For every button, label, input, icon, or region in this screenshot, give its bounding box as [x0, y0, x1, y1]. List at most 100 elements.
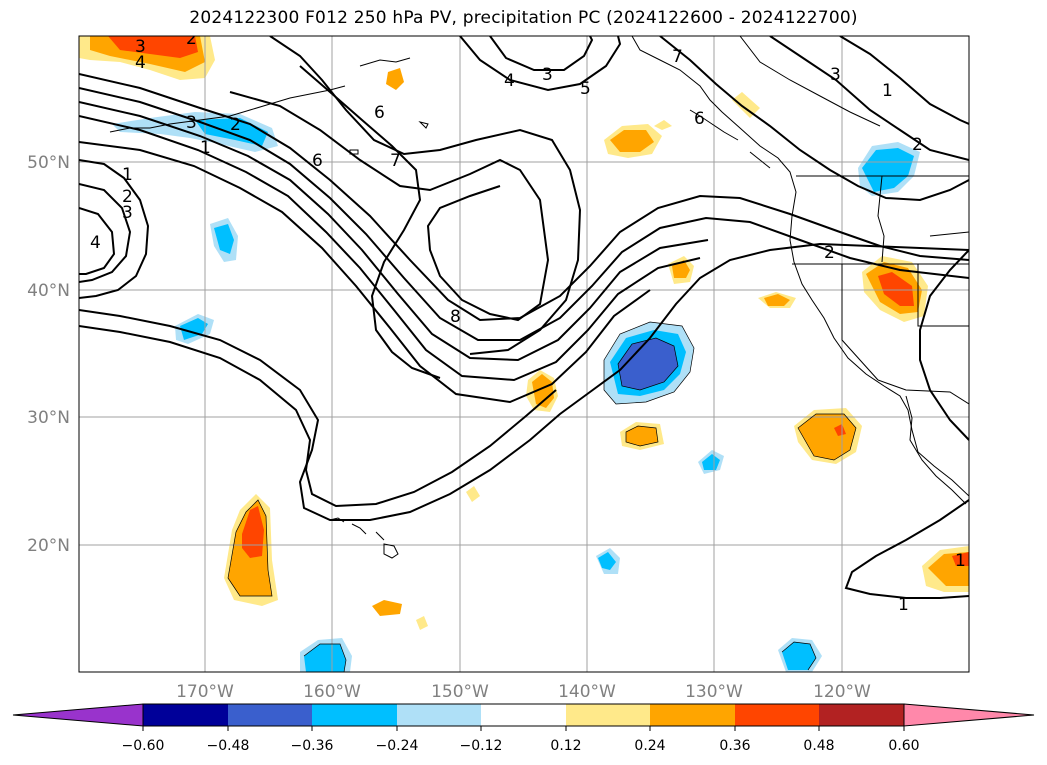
- contour-label: 8: [450, 307, 461, 327]
- precip-patch: [372, 600, 402, 616]
- colorbar-segment: [481, 704, 566, 726]
- pv-contour: [79, 101, 709, 362]
- contour-label: 2: [122, 187, 133, 207]
- map-frame: [78, 35, 970, 673]
- pv-contour: [229, 91, 550, 322]
- contour-label: 1: [200, 138, 211, 158]
- lon-label-120w: 120°W: [813, 682, 871, 702]
- colorbar-segment: [566, 704, 650, 726]
- pv-contour: [79, 183, 132, 283]
- contour-label: 3: [122, 203, 133, 223]
- pv-contour: [769, 36, 969, 161]
- pv-contour: [299, 65, 441, 379]
- precip-patch: [654, 120, 672, 130]
- colorbar-tick-label: −0.48: [207, 738, 250, 754]
- precip-patch: [610, 130, 654, 152]
- gridlines: [79, 36, 969, 672]
- lon-labels: 170°W 160°W 150°W 140°W 130°W 120°W: [176, 682, 871, 702]
- colorbar-tick-label: 0.60: [888, 738, 919, 754]
- pv-contour: [489, 36, 594, 71]
- precip-patch: [878, 272, 914, 306]
- contour-label: 3: [542, 65, 553, 85]
- lon-label-140w: 140°W: [558, 682, 616, 702]
- colorbar-tick-label: −0.60: [122, 738, 165, 754]
- lat-label-40n: 40°N: [27, 281, 70, 301]
- colorbar-tick-label: −0.12: [460, 738, 503, 754]
- precip-patch: [108, 36, 198, 58]
- contour-label: 3: [830, 65, 841, 85]
- colorbar-tick-label: 0.36: [719, 738, 750, 754]
- lat-label-50n: 50°N: [27, 153, 70, 173]
- colorbar-segment: [312, 704, 397, 726]
- contour-label: 3: [135, 37, 146, 57]
- contour-label: 2: [230, 115, 241, 135]
- colorbar-tick-label: −0.36: [291, 738, 334, 754]
- precip-patch: [626, 426, 658, 446]
- colorbar-segment: [228, 704, 312, 726]
- contour-label: 2: [186, 29, 197, 49]
- pv-contour: [79, 141, 651, 404]
- precip-patch: [598, 552, 616, 570]
- precip-outlines: [227, 321, 857, 672]
- pv-contour: [79, 159, 150, 299]
- colorbar-segment: [819, 704, 904, 726]
- contour-label: 4: [135, 53, 146, 73]
- pv-contour: [919, 249, 969, 441]
- contour-label: 4: [504, 71, 515, 91]
- contour-label: 1: [122, 165, 133, 185]
- coastlines: [109, 36, 969, 559]
- pv-contour: [79, 325, 557, 508]
- pv-contour: [839, 36, 969, 125]
- lat-labels: 50°N 40°N 30°N 20°N: [27, 153, 70, 556]
- contour-label: 1: [955, 551, 966, 571]
- contour-label: 6: [694, 109, 705, 129]
- pv-contours: [79, 36, 969, 599]
- lat-label-30n: 30°N: [27, 408, 70, 428]
- precip-patch: [304, 644, 346, 672]
- precip-patch: [180, 318, 208, 340]
- contour-labels: 3 4 2 3 2 1 1 2 3 4 6 6 7 4 3 5 7 3 1 2 …: [90, 29, 966, 615]
- precip-patch: [618, 338, 678, 390]
- precip-patch: [386, 68, 404, 90]
- lon-label-150w: 150°W: [431, 682, 489, 702]
- contour-label: 7: [390, 151, 401, 171]
- lon-label-130w: 130°W: [685, 682, 743, 702]
- pv-contour: [459, 36, 622, 92]
- colorbar-extend-high: [903, 703, 1035, 727]
- precip-patch: [466, 486, 480, 502]
- contour-label: 1: [898, 595, 909, 615]
- colorbar-tick-label: 0.24: [634, 738, 665, 754]
- lon-label-170w: 170°W: [176, 682, 234, 702]
- colorbar-segment: [650, 704, 735, 726]
- colorbar-segment: [735, 704, 819, 726]
- precip-patch: [702, 454, 720, 470]
- pv-contour: [79, 207, 116, 275]
- precip-patch: [732, 92, 760, 118]
- contour-label: 3: [186, 113, 197, 133]
- pv-contour: [79, 115, 701, 382]
- colorbar-tick-label: 0.48: [803, 738, 834, 754]
- pv-contour: [79, 87, 969, 341]
- pv-contour: [659, 36, 969, 202]
- contour-label: 6: [374, 103, 385, 123]
- map-title: 2024122300 F012 250 hPa PV, precipitatio…: [189, 8, 858, 28]
- colorbar: −0.60 −0.48 −0.36 −0.24 −0.12 0.12 0.24 …: [12, 703, 1035, 754]
- contour-label: 7: [672, 47, 683, 67]
- precip-patch: [862, 148, 914, 192]
- precip-patch: [952, 552, 969, 566]
- precip-patch: [782, 642, 816, 670]
- precip-patch: [532, 374, 554, 408]
- contour-label: 6: [312, 151, 323, 171]
- contour-label: 2: [824, 243, 835, 263]
- precip-patch: [764, 294, 790, 306]
- colorbar-segment: [143, 704, 228, 726]
- contour-label: 2: [912, 135, 923, 155]
- contour-label: 4: [90, 233, 101, 253]
- colorbar-segment: [397, 704, 481, 726]
- lon-label-160w: 160°W: [303, 682, 361, 702]
- contour-label: 1: [882, 81, 893, 101]
- pv-contour: [79, 242, 969, 521]
- pv-contour: [79, 73, 969, 322]
- precip-patch: [834, 424, 846, 436]
- colorbar-extend-low: [12, 703, 144, 727]
